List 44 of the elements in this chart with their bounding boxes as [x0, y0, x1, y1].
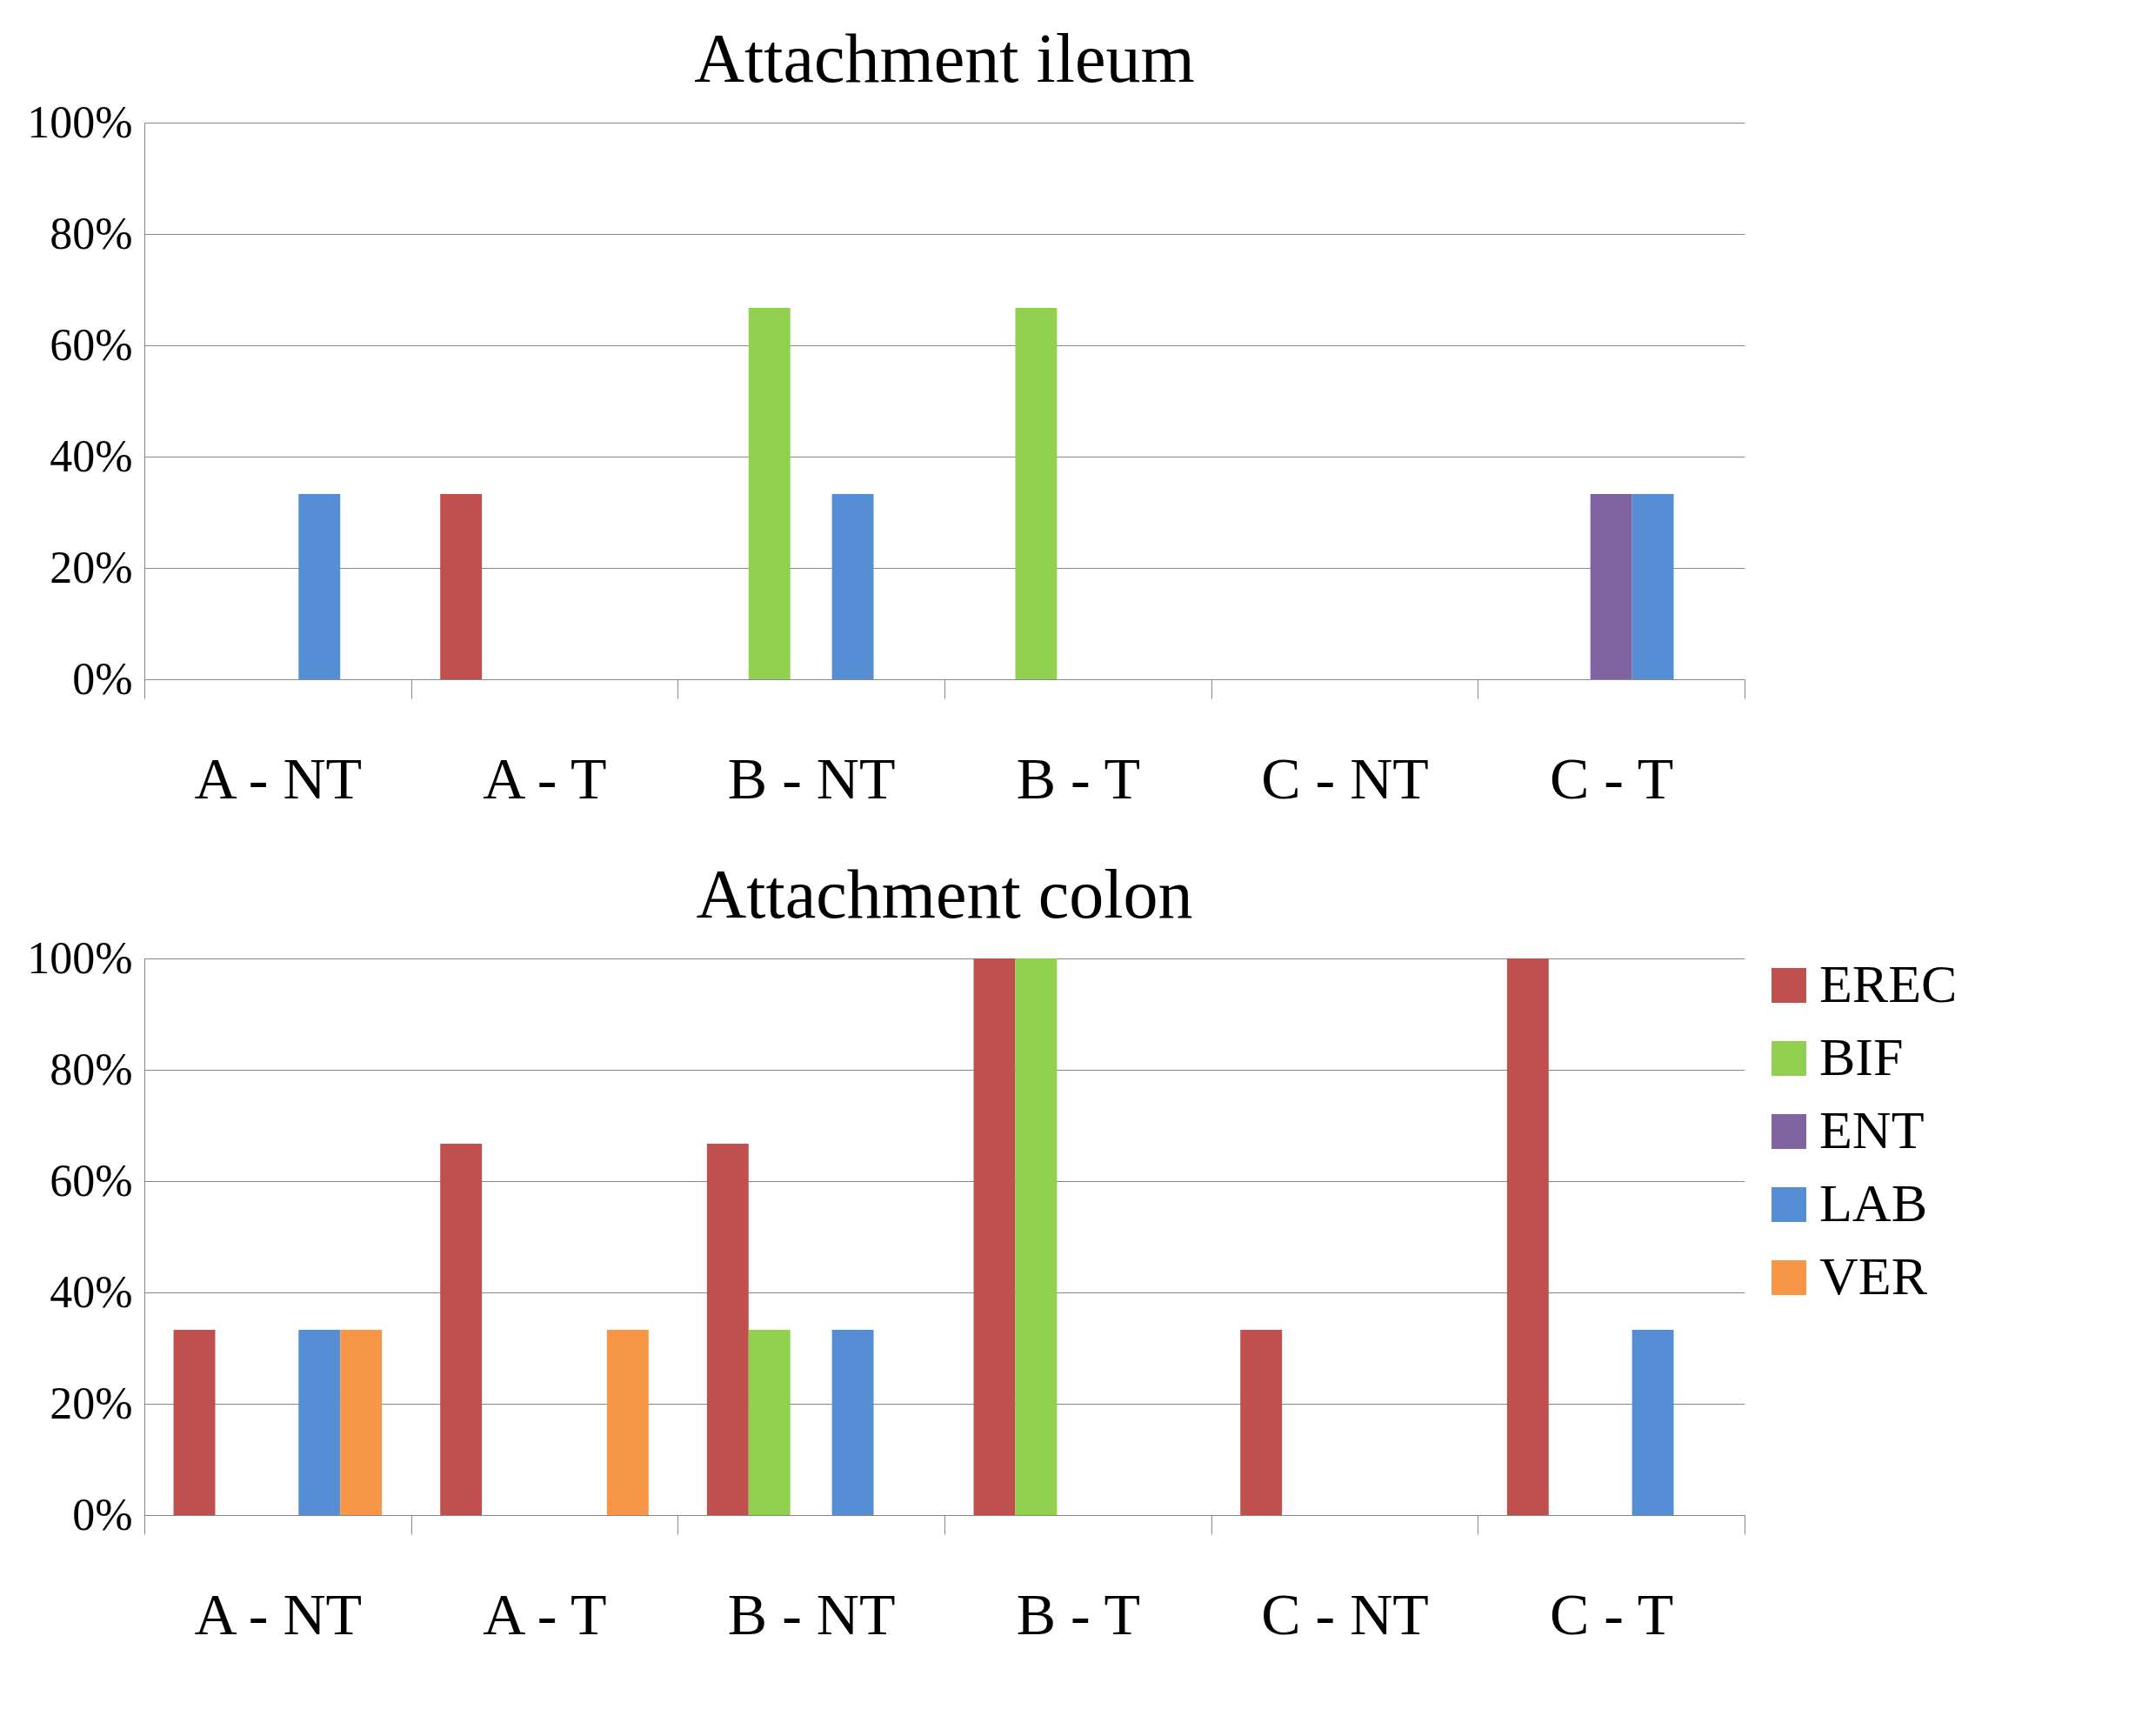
y-tick-label: 20% — [50, 542, 133, 592]
legend-label: VER — [1819, 1246, 1928, 1305]
y-tick-label: 0% — [72, 653, 133, 704]
x-tick-label: C - T — [1550, 1580, 1674, 1647]
legend-label: LAB — [1819, 1173, 1927, 1232]
x-tick-label: A - T — [483, 1580, 607, 1647]
bar — [706, 1144, 749, 1515]
bar — [1632, 1329, 1674, 1515]
y-tick-label: 0% — [72, 1489, 133, 1539]
legend-label: EREC — [1819, 954, 1958, 1013]
chart-title: Attachment colon — [696, 856, 1193, 932]
bar — [340, 1329, 383, 1515]
y-tick-label: 100% — [27, 932, 133, 983]
x-tick-label: B - NT — [727, 744, 896, 811]
x-tick-label: A - T — [483, 744, 607, 811]
legend-label: BIF — [1819, 1027, 1904, 1086]
x-tick-label: B - T — [1016, 1580, 1140, 1647]
x-tick-label: A - NT — [194, 744, 363, 811]
bar — [1506, 958, 1549, 1515]
bar — [831, 1329, 874, 1515]
y-tick-label: 60% — [50, 319, 133, 370]
bar — [748, 1329, 791, 1515]
bar — [1015, 958, 1058, 1515]
y-tick-label: 80% — [50, 208, 133, 258]
y-tick-label: 40% — [50, 431, 133, 481]
y-tick-label: 80% — [50, 1044, 133, 1094]
bar — [1240, 1329, 1283, 1515]
x-tick-label: A - NT — [194, 1580, 363, 1647]
y-tick-label: 100% — [27, 97, 133, 147]
y-tick-label: 40% — [50, 1266, 133, 1317]
x-tick-label: C - NT — [1261, 744, 1429, 811]
x-tick-label: C - NT — [1261, 1580, 1429, 1647]
bar — [973, 958, 1016, 1515]
x-tick-label: B - T — [1016, 744, 1140, 811]
bar — [173, 1329, 216, 1515]
legend-label: ENT — [1819, 1100, 1925, 1159]
bar — [606, 1329, 649, 1515]
x-tick-label: B - NT — [727, 1580, 896, 1647]
bar — [298, 1329, 341, 1515]
y-tick-label: 20% — [50, 1378, 133, 1428]
chart-title: Attachment ileum — [694, 20, 1195, 97]
y-tick-label: 60% — [50, 1155, 133, 1205]
bar — [440, 1144, 483, 1515]
x-tick-label: C - T — [1550, 744, 1674, 811]
